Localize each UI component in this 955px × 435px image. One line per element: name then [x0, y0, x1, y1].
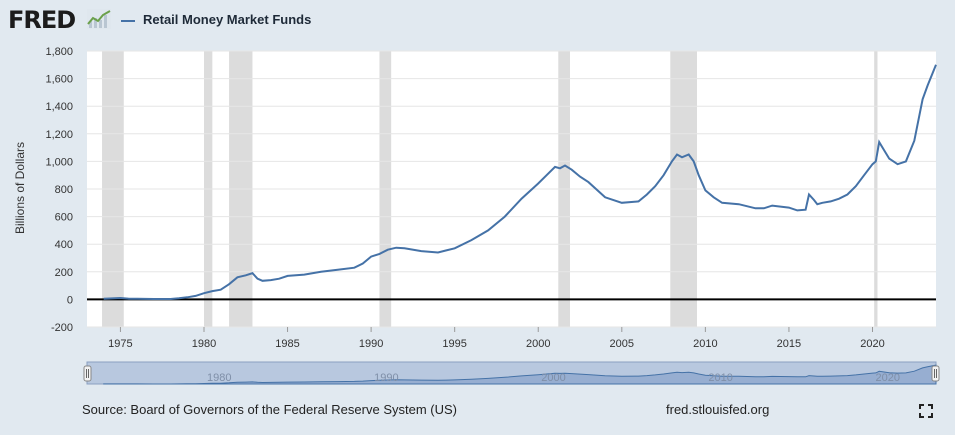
series-line: [103, 64, 937, 300]
y-tick-label: 1,600: [45, 74, 73, 86]
x-tick-label: 1975: [108, 338, 132, 350]
y-tick-label: 800: [55, 184, 73, 196]
y-axis-ticks: -200 0 200 400 600 800 1,000 1,200 1,400 1,600 1,8…: [45, 46, 73, 334]
time-navigator[interactable]: 1980 1990 2000 2010 2020: [83, 361, 940, 385]
navigator-series: [103, 364, 937, 385]
y-tick-label: 1,200: [45, 129, 73, 141]
series-title[interactable]: Retail Money Market Funds: [143, 12, 312, 27]
navigator-handle-right[interactable]: [931, 365, 940, 382]
navigator-tick-label: 2010: [708, 372, 732, 384]
x-tick-label: 1990: [359, 338, 383, 350]
y-tick-label: 200: [55, 267, 73, 279]
gridlines: [87, 50, 936, 328]
x-tick-label: 2020: [860, 338, 884, 350]
navigator-tick-label: 2000: [541, 372, 565, 384]
fred-url[interactable]: fred.stlouisfed.org: [666, 402, 770, 417]
navigator-handle-left[interactable]: [83, 365, 92, 382]
x-tick-label: 2010: [693, 338, 717, 350]
navigator-tick-label: 2020: [875, 372, 899, 384]
x-tick-label: 2005: [610, 338, 634, 350]
x-tick-label: 1985: [275, 338, 299, 350]
legend-swatch: [121, 20, 135, 22]
x-tick-label: 2000: [526, 338, 550, 350]
y-tick-label: 400: [55, 239, 73, 251]
y-axis-label: Billions of Dollars: [13, 142, 27, 234]
source-note: Source: Board of Governors of the Federa…: [82, 402, 457, 417]
navigator-labels: 1980 1990 2000 2010 2020: [207, 372, 900, 384]
fred-graph-icon: [87, 9, 111, 29]
y-tick-label: 1,000: [45, 156, 73, 168]
x-tick-label: 2015: [777, 338, 801, 350]
y-tick-label: 1,800: [45, 46, 73, 58]
x-tick-label: 1995: [442, 338, 466, 350]
y-tick-label: 0: [67, 294, 73, 306]
fred-logo[interactable]: FRED: [8, 6, 76, 34]
x-tick-label: 1980: [192, 338, 216, 350]
x-axis-ticks: 1975 1980 1985 1990 1995 2000 2005 2010 2015 2020: [108, 327, 885, 350]
navigator-tick-label: 1980: [207, 372, 231, 384]
fullscreen-icon[interactable]: [919, 404, 933, 418]
chart-header: FRED Retail Money Market Funds: [0, 0, 955, 44]
y-tick-label: 1,400: [45, 101, 73, 113]
y-tick-label: -200: [51, 322, 73, 334]
navigator-tick-label: 1990: [374, 372, 398, 384]
y-tick-label: 600: [55, 212, 73, 224]
